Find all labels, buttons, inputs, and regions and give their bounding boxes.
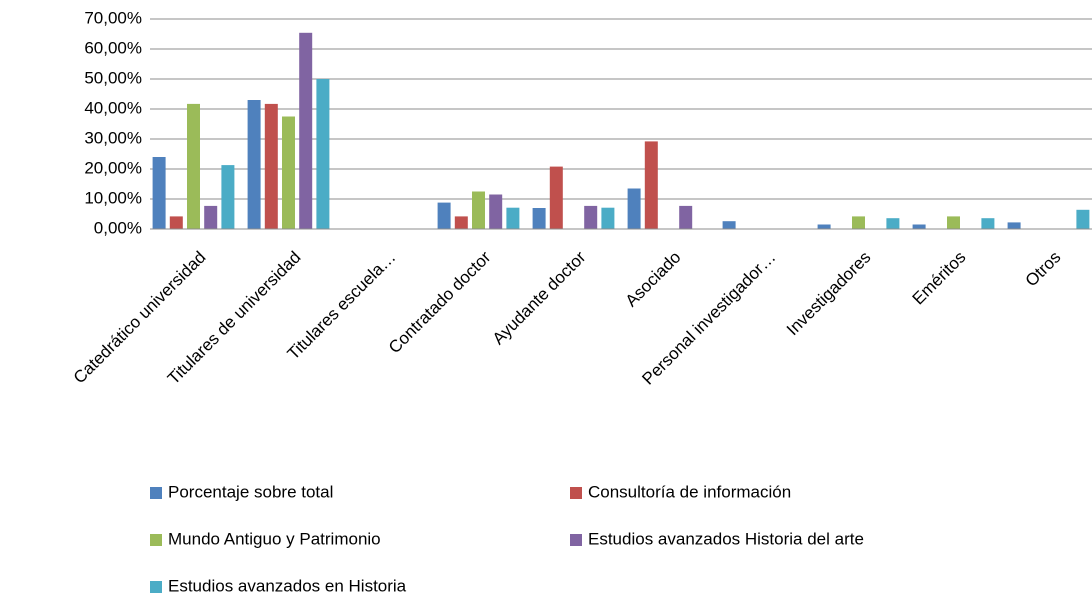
bar [506,207,520,229]
legend-swatch [150,534,162,546]
bar [679,205,693,229]
legend-swatch [150,487,162,499]
y-tick-label: 20,00% [84,158,142,177]
bar [981,218,995,229]
y-tick-label: 0,00% [94,218,142,237]
bar [1007,222,1021,229]
bar [264,103,278,229]
x-tick-label: Eméritos [909,248,970,309]
y-tick-label: 40,00% [84,98,142,117]
bar [1076,209,1090,229]
bar [852,216,865,229]
bar [584,205,598,229]
bar [489,194,503,229]
legend-label: Mundo Antiguo y Patrimonio [168,529,381,548]
y-tick-label: 60,00% [84,38,142,57]
bar [947,216,960,229]
bar [204,205,218,229]
legend-swatch [570,534,582,546]
bar [886,218,900,229]
y-tick-label: 50,00% [84,68,142,87]
x-tick-label: Contratado doctor [385,247,495,357]
bar [152,157,166,229]
bar [532,208,546,229]
bar [912,224,926,229]
legend-swatch [570,487,582,499]
bar [627,188,641,229]
y-tick-label: 10,00% [84,188,142,207]
bar [221,165,235,229]
legend-swatch [150,581,162,593]
bar [472,191,485,229]
legend-label: Estudios avanzados Historia del arte [588,529,864,548]
bar [817,224,831,229]
bar [247,100,261,229]
x-tick-label: Ayudante doctor [489,247,590,348]
bar [644,141,658,229]
x-tick-label: Investigadores [783,248,875,340]
bar [316,79,330,229]
bar [601,207,615,229]
legend-label: Consultoría de información [588,482,791,501]
bar [169,216,183,229]
legend-label: Estudios avanzados en Historia [168,576,407,595]
bar [722,221,736,229]
bar [437,202,451,229]
x-tick-label: Otros [1022,248,1065,291]
bar [187,103,200,229]
bar [454,216,468,229]
x-tick-label: Asociado [622,248,685,311]
bar [299,32,313,229]
bar [549,166,563,229]
y-tick-label: 70,00% [84,8,142,27]
bar [282,116,295,229]
y-tick-label: 30,00% [84,128,142,147]
x-tick-label: Titulares escuela… [284,248,400,364]
legend-label: Porcentaje sobre total [168,482,333,501]
